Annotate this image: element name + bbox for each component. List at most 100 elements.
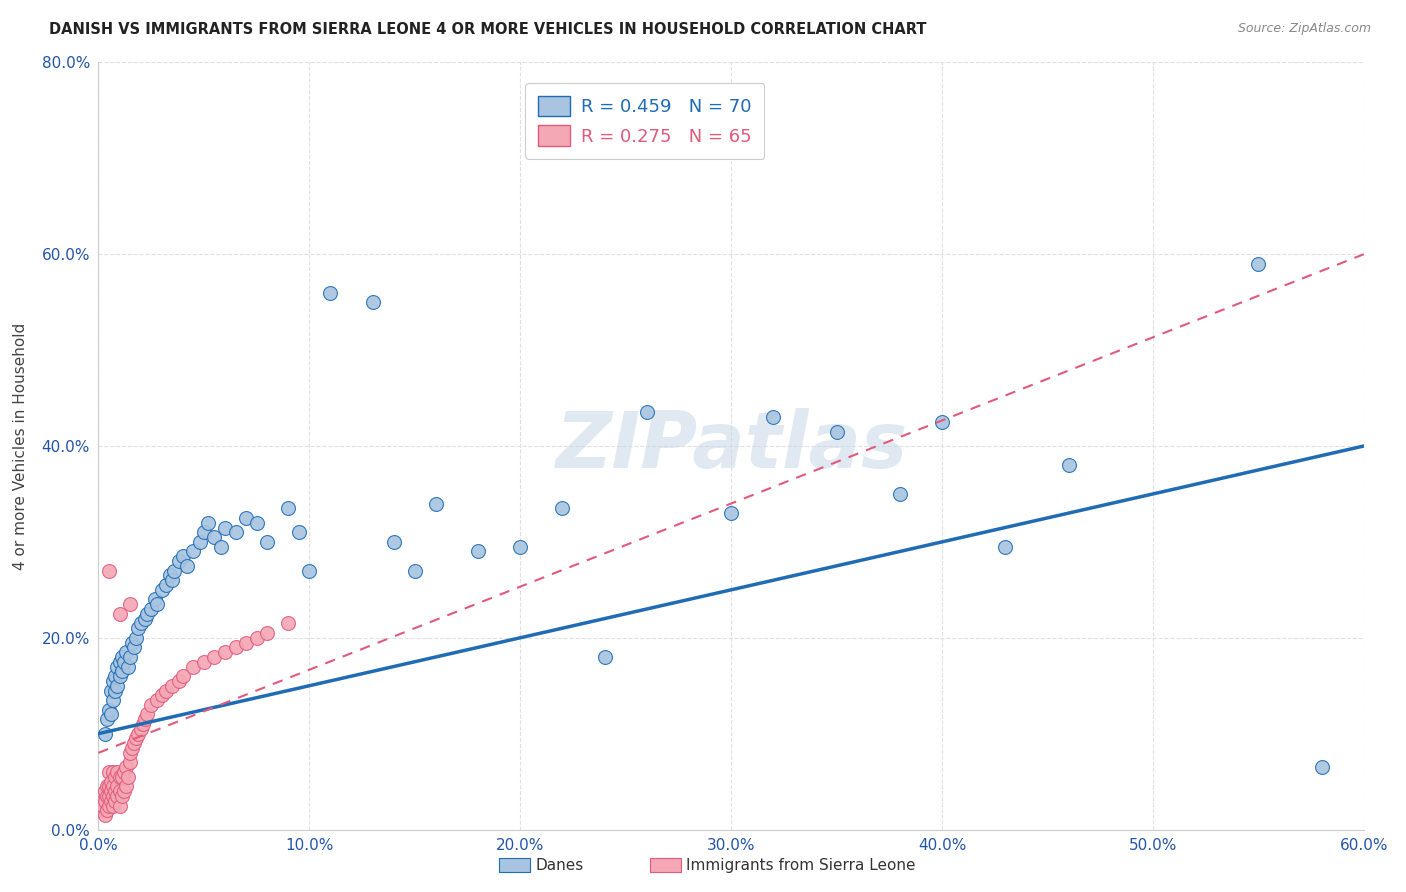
Point xyxy=(117,659,139,673)
Point xyxy=(150,582,173,597)
Point xyxy=(100,774,122,789)
Point xyxy=(319,285,342,300)
Point xyxy=(1310,760,1333,774)
Point xyxy=(167,554,190,568)
Point xyxy=(1057,458,1080,473)
Point xyxy=(96,804,118,818)
Point xyxy=(193,525,215,540)
Point xyxy=(994,540,1017,554)
Point xyxy=(277,616,299,631)
Point xyxy=(636,405,658,419)
Point xyxy=(90,804,112,818)
Point xyxy=(146,693,169,707)
Point xyxy=(125,631,148,645)
Point xyxy=(825,425,848,439)
Point xyxy=(931,415,953,429)
Point xyxy=(120,597,141,611)
Point xyxy=(551,501,574,516)
Point xyxy=(1247,257,1270,271)
Point xyxy=(103,765,125,780)
Point xyxy=(425,496,447,510)
Point xyxy=(100,707,122,722)
Point xyxy=(172,669,194,683)
Point xyxy=(103,693,125,707)
Point xyxy=(93,726,117,740)
Point xyxy=(93,784,117,798)
Point xyxy=(112,784,135,798)
Point xyxy=(108,669,131,683)
Point xyxy=(103,780,125,794)
Point xyxy=(103,789,125,803)
Point xyxy=(111,770,132,784)
Point xyxy=(103,673,125,688)
Point xyxy=(889,487,911,501)
Point xyxy=(112,765,135,780)
Point xyxy=(246,516,269,530)
Point xyxy=(277,501,299,516)
Point xyxy=(91,794,114,808)
Point xyxy=(121,741,143,756)
Point xyxy=(162,679,183,693)
Point xyxy=(104,683,127,698)
Point xyxy=(108,784,131,798)
Point xyxy=(209,540,232,554)
Point xyxy=(103,798,125,813)
Point xyxy=(256,535,278,549)
Point xyxy=(145,592,166,607)
Point xyxy=(104,770,127,784)
Point xyxy=(96,789,118,803)
Point xyxy=(225,640,247,655)
Point xyxy=(104,669,127,683)
Point xyxy=(204,530,226,544)
Point xyxy=(98,765,121,780)
Point xyxy=(256,626,278,640)
Point xyxy=(176,558,198,573)
Point xyxy=(98,789,121,803)
Point xyxy=(183,544,205,558)
Text: ZIPatlas: ZIPatlas xyxy=(555,408,907,484)
Point xyxy=(136,707,159,722)
Legend: R = 0.459   N = 70, R = 0.275   N = 65: R = 0.459 N = 70, R = 0.275 N = 65 xyxy=(524,83,765,159)
Point xyxy=(235,511,257,525)
Point xyxy=(141,602,163,616)
Point xyxy=(382,535,405,549)
Point xyxy=(146,597,169,611)
Point xyxy=(120,649,141,664)
Point xyxy=(96,780,118,794)
Point xyxy=(115,645,138,659)
Point xyxy=(107,789,129,803)
Point xyxy=(163,564,186,578)
Point xyxy=(107,679,129,693)
Point xyxy=(193,655,215,669)
Point xyxy=(93,794,117,808)
Point xyxy=(720,506,742,520)
Point xyxy=(120,756,141,770)
Point xyxy=(108,607,131,621)
Point xyxy=(112,655,135,669)
Point xyxy=(121,635,143,649)
Point xyxy=(467,544,489,558)
Point xyxy=(104,784,127,798)
Point xyxy=(287,525,309,540)
Point xyxy=(155,683,177,698)
Point xyxy=(134,612,156,626)
Text: Source: ZipAtlas.com: Source: ZipAtlas.com xyxy=(1237,22,1371,36)
Point xyxy=(214,520,236,534)
Point xyxy=(129,616,152,631)
Point xyxy=(298,564,321,578)
Point xyxy=(509,540,531,554)
Point xyxy=(762,410,785,425)
Text: Danes: Danes xyxy=(536,858,583,872)
Point xyxy=(162,574,183,588)
Point xyxy=(141,698,163,712)
Point xyxy=(107,765,129,780)
Point xyxy=(100,683,122,698)
Point xyxy=(108,798,131,813)
Point xyxy=(172,549,194,564)
Point xyxy=(150,689,173,703)
Point xyxy=(155,578,177,592)
Point xyxy=(129,722,152,736)
Point xyxy=(120,746,141,760)
Point xyxy=(128,621,150,635)
Point xyxy=(214,645,236,659)
